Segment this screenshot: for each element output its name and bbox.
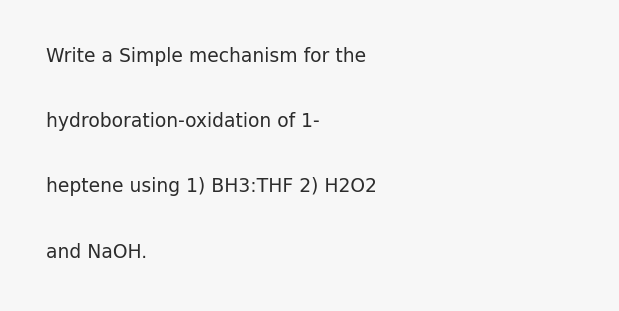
Text: hydroboration-oxidation of 1-: hydroboration-oxidation of 1-	[46, 112, 320, 131]
Text: and NaOH.: and NaOH.	[46, 243, 147, 262]
Text: Write a Simple mechanism for the: Write a Simple mechanism for the	[46, 47, 366, 66]
Text: heptene using 1) BH3:THF 2) H2O2: heptene using 1) BH3:THF 2) H2O2	[46, 177, 378, 196]
